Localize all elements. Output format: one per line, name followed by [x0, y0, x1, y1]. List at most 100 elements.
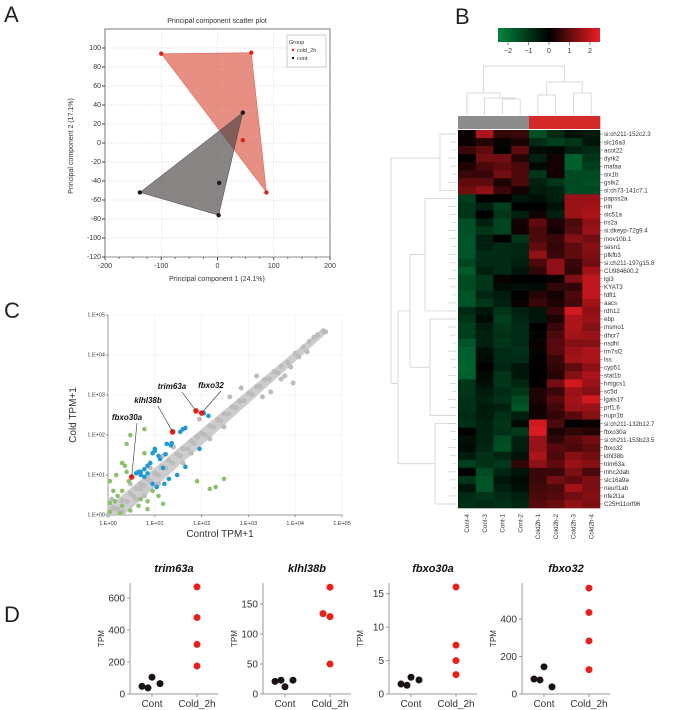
heatmap-cell [511, 419, 530, 428]
row-label: slc51a [604, 212, 622, 219]
heatmap-cell [582, 154, 601, 163]
heatmap-cell [511, 130, 530, 139]
row-label: nsdhl [604, 340, 619, 347]
point-changed-other [136, 503, 141, 509]
column-label: Cont-2 [517, 513, 524, 532]
heatmap-cell [529, 355, 548, 364]
heatmap-cell [564, 146, 583, 155]
legend-marker [291, 56, 295, 60]
heatmap-cell [546, 274, 565, 284]
point-changed-other [150, 488, 155, 494]
pca-point-cont [216, 213, 221, 218]
heatmap-cell [582, 323, 601, 332]
heatmap-cell [582, 282, 601, 292]
scatter-ylabel: Cold TPM+1 [68, 387, 79, 443]
point-unchanged [288, 364, 294, 370]
heatmap-cell [564, 363, 583, 372]
heatmap-cell [582, 483, 601, 493]
cont-point [397, 680, 405, 688]
heatmap-cell [546, 154, 565, 163]
heatmap-cell [582, 274, 601, 284]
y-tick-label: 400 [500, 615, 517, 626]
pca-ylabel: Principal component 2 (17.1%) [68, 98, 75, 194]
heatmap-cell [546, 282, 565, 292]
heatmap-cell [546, 298, 565, 308]
dendrogram-branch [390, 157, 440, 384]
annotation-leader [131, 422, 138, 478]
row-label: pfkfb3 [604, 252, 621, 259]
point-unchanged [170, 460, 176, 466]
group-bar-cont [511, 116, 530, 129]
heatmap-cell [458, 491, 477, 501]
point-unchanged [296, 354, 302, 360]
group-bar-cold [582, 116, 601, 129]
heatmap-cell [582, 178, 601, 187]
colorbar-tick-label: 0 [547, 48, 551, 55]
point-unchanged [285, 360, 291, 365]
x-tick-label: 1.E+03 [240, 521, 258, 527]
heatmap-cell [493, 475, 512, 485]
cold-point [193, 640, 201, 648]
point-up-regulated [183, 464, 188, 470]
heatmap-cell [493, 194, 512, 203]
heatmap-cell [458, 186, 477, 195]
x-tick-label: Cold_2h [570, 699, 607, 710]
heatmap-cell [511, 170, 530, 179]
heatmap-cell [493, 443, 512, 453]
heatmap-cell [458, 387, 477, 396]
point-up-regulated [145, 463, 150, 469]
pca-plot: Principal component scatter plot Princip… [68, 18, 336, 283]
heatmap-cell [582, 202, 601, 211]
heatmap-cell [546, 475, 565, 485]
heatmap-cell [493, 146, 512, 155]
y-tick-label: 10 [373, 623, 385, 634]
point-up-regulated [177, 429, 183, 435]
heatmap-cell [475, 234, 494, 243]
heatmap-cell [546, 178, 565, 187]
cont-point [407, 673, 415, 681]
heatmap-cell [475, 226, 494, 235]
heatmap-cell [582, 138, 601, 147]
pca-title: Principal component scatter plot [167, 18, 267, 25]
row-label: nfe2l1a [604, 493, 625, 500]
cold-point [193, 662, 201, 670]
heatmap-cell [546, 499, 565, 509]
heatmap-cell [475, 387, 494, 396]
point-changed-other [107, 478, 113, 484]
pca-point-cold_2h [159, 51, 164, 56]
row-label: nln [604, 204, 613, 211]
heatmap-cell [582, 266, 601, 276]
heatmap-cell [458, 379, 477, 388]
heatmap-cell [458, 467, 477, 477]
heatmap-cell [529, 226, 548, 235]
heatmap-cell [564, 298, 583, 308]
heatmap-cell [475, 290, 494, 300]
heatmap-cell [493, 427, 512, 436]
heatmap-cell [493, 306, 512, 316]
heatmap-cell [529, 266, 548, 276]
heatmap-cell [493, 411, 512, 420]
heatmap-cell [529, 323, 548, 332]
point-unchanged [127, 490, 133, 496]
heatmap-cell [582, 210, 601, 219]
point-changed-other [221, 476, 227, 482]
heatmap-cell [511, 371, 530, 380]
heatmap-cell [493, 435, 512, 444]
heatmap-cell [511, 443, 530, 453]
heatmap-cell [564, 387, 583, 396]
row-label: KYAT3 [604, 284, 623, 291]
point-up-regulated [166, 476, 172, 482]
heatmap-cell [564, 274, 583, 284]
heatmap-cell [475, 282, 494, 292]
point-unchanged [254, 373, 260, 379]
heatmap-cell [511, 491, 530, 501]
heatmap-cell [458, 306, 477, 316]
point-unchanged [238, 385, 244, 391]
heatmap-cell [529, 258, 548, 268]
heatmap-cell [475, 186, 494, 195]
x-tick-label: 0 [216, 263, 220, 270]
heatmap-cell [582, 250, 601, 259]
heatmap-cell [458, 411, 477, 420]
pca-point-cold_2h [249, 50, 254, 55]
